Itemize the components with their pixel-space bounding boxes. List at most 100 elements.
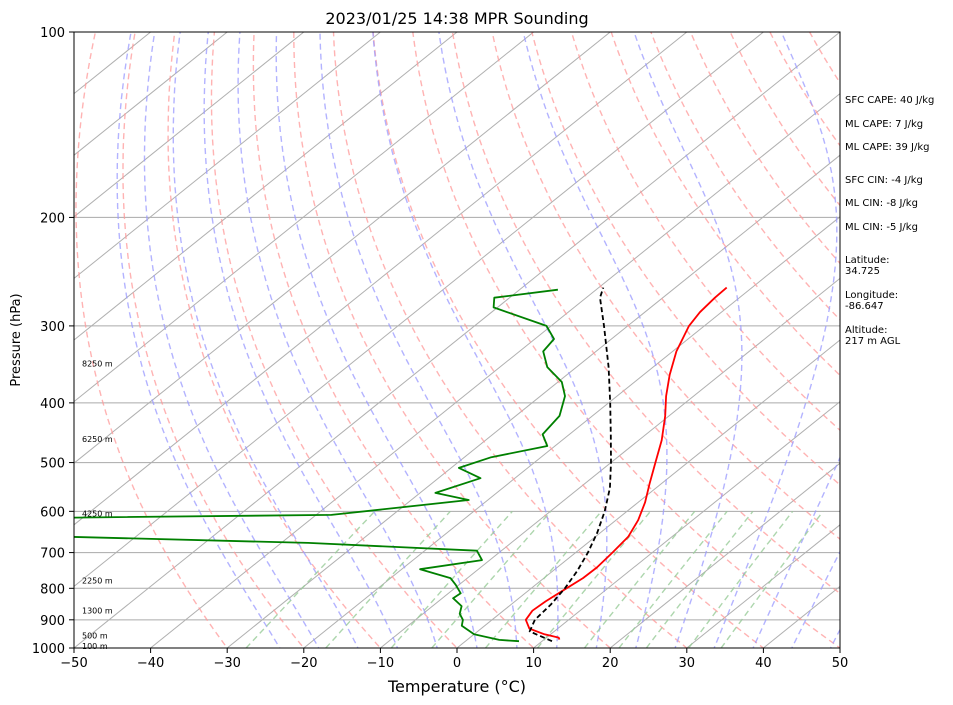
x-tick-label: 30 — [679, 656, 696, 671]
mixing-ratio-line — [390, 510, 513, 648]
x-tick-label: −40 — [137, 656, 164, 671]
y-axis-label: Pressure (hPa) — [9, 293, 24, 386]
x-tick-label: −10 — [367, 656, 394, 671]
mixing-ratio-line — [645, 510, 754, 648]
dry-adiabat — [210, 32, 458, 648]
y-tick-label: 900 — [40, 614, 65, 629]
isotherm-gridline — [74, 32, 611, 464]
y-tick-label: 700 — [40, 547, 65, 562]
dry-adiabat — [75, 32, 229, 648]
stat-line: SFC CIN: -4 J/kg — [845, 175, 923, 186]
height-label: 4250 m — [82, 510, 113, 519]
stat-line: ML CIN: -5 J/kg — [845, 222, 918, 233]
isotherm-gridline — [74, 32, 228, 156]
dry-adiabat — [920, 18, 953, 661]
y-tick-label: 400 — [40, 397, 65, 412]
mixing-ratio-line — [688, 510, 794, 648]
moist-adiabat — [713, 32, 838, 648]
isotherm-gridline — [686, 524, 840, 648]
height-label: 100 m — [82, 642, 108, 651]
y-tick-label: 600 — [40, 505, 65, 520]
x-tick-label: −30 — [213, 656, 240, 671]
background-grid — [74, 18, 953, 661]
mixing-ratio-line — [583, 510, 696, 648]
x-axis-label: Temperature (°C) — [387, 677, 526, 696]
height-label: 8250 m — [82, 359, 113, 368]
dry-adiabat — [252, 32, 535, 648]
mixing-ratio-line — [245, 510, 376, 648]
moist-adiabat — [372, 32, 559, 648]
dry-adiabat — [451, 32, 840, 595]
moist-adiabat — [237, 32, 438, 648]
isotherm-gridline — [74, 32, 458, 341]
moist-adiabat — [319, 32, 518, 648]
height-label: 500 m — [82, 632, 108, 641]
stat-line: ML CIN: -8 J/kg — [845, 198, 918, 209]
dry-adiabat — [372, 32, 765, 648]
stat-line: ML CAPE: 39 J/kg — [845, 142, 930, 153]
dry-adiabat — [729, 32, 840, 207]
y-tick-label: 300 — [40, 320, 65, 335]
isotherm-gridline — [74, 32, 688, 526]
mixing-ratio-line — [618, 510, 728, 648]
isotherm-gridline — [74, 32, 535, 403]
dewpoint-line — [74, 288, 566, 643]
x-tick-label: 0 — [453, 656, 461, 671]
moist-adiabat — [275, 32, 478, 648]
y-tick-label: 1000 — [32, 642, 65, 657]
isotherm-gridline — [532, 400, 840, 648]
dry-adiabat — [650, 32, 840, 321]
x-tick-label: −20 — [290, 656, 317, 671]
isotherm-gridline — [74, 32, 840, 648]
dry-adiabat — [332, 32, 688, 648]
moist-adiabat — [203, 32, 399, 648]
mixing-ratio-line — [431, 510, 552, 648]
moist-adiabat — [438, 32, 608, 648]
stat-line: Latitude: 34.725 — [845, 255, 890, 277]
mixing-ratio-line — [484, 510, 602, 648]
y-tick-label: 200 — [40, 211, 65, 226]
parcel-line — [528, 287, 612, 643]
height-label: 6250 m — [82, 435, 113, 444]
x-tick-label: −50 — [60, 656, 87, 671]
mixing-ratio-line — [325, 510, 451, 648]
stat-line: SFC CAPE: 40 J/kg — [845, 95, 935, 106]
isotherm-gridline — [456, 339, 840, 648]
dry-adiabat — [167, 32, 382, 648]
isotherm-gridline — [74, 32, 765, 588]
moist-adiabat — [522, 32, 668, 648]
x-tick-label: 20 — [602, 656, 619, 671]
stat-line: ML CAPE: 7 J/kg — [845, 119, 924, 130]
isotherm-gridline — [74, 32, 152, 95]
axis-ticks: −50 −40 −30 −20 −10 0 10 20 30 40 50 100 200 300 400 50… — [32, 26, 848, 671]
stat-line: Altitude: 217 m AGL — [845, 325, 901, 347]
moist-adiabat — [143, 32, 320, 648]
series-layer — [74, 286, 728, 643]
y-tick-label: 100 — [40, 26, 65, 41]
mixing-ratio-line — [536, 510, 652, 648]
mixing-ratio-line — [720, 510, 824, 648]
dry-adiabat — [293, 32, 612, 648]
isotherm-gridline — [149, 92, 840, 648]
x-tick-label: 40 — [755, 656, 772, 671]
chart-title: 2023/01/25 14:38 MPR Sounding — [325, 9, 588, 28]
temperature-line — [524, 286, 728, 640]
height-label: 2250 m — [82, 576, 113, 585]
dry-adiabat — [412, 32, 840, 648]
isotherm-gridline — [226, 154, 840, 648]
moist-adiabat — [172, 32, 359, 648]
y-tick-label: 500 — [40, 457, 65, 472]
dry-adiabat — [491, 32, 840, 541]
moist-adiabat — [116, 32, 281, 648]
stat-line: Longitude: -86.647 — [845, 290, 899, 312]
dry-adiabat — [610, 32, 840, 377]
x-tick-label: 50 — [832, 656, 849, 671]
y-tick-label: 800 — [40, 582, 65, 597]
isotherm-gridline — [303, 216, 840, 648]
isotherm-gridline — [74, 32, 382, 280]
isotherm-gridline — [609, 462, 840, 648]
height-label: 1300 m — [82, 607, 113, 616]
x-tick-label: 10 — [525, 656, 542, 671]
